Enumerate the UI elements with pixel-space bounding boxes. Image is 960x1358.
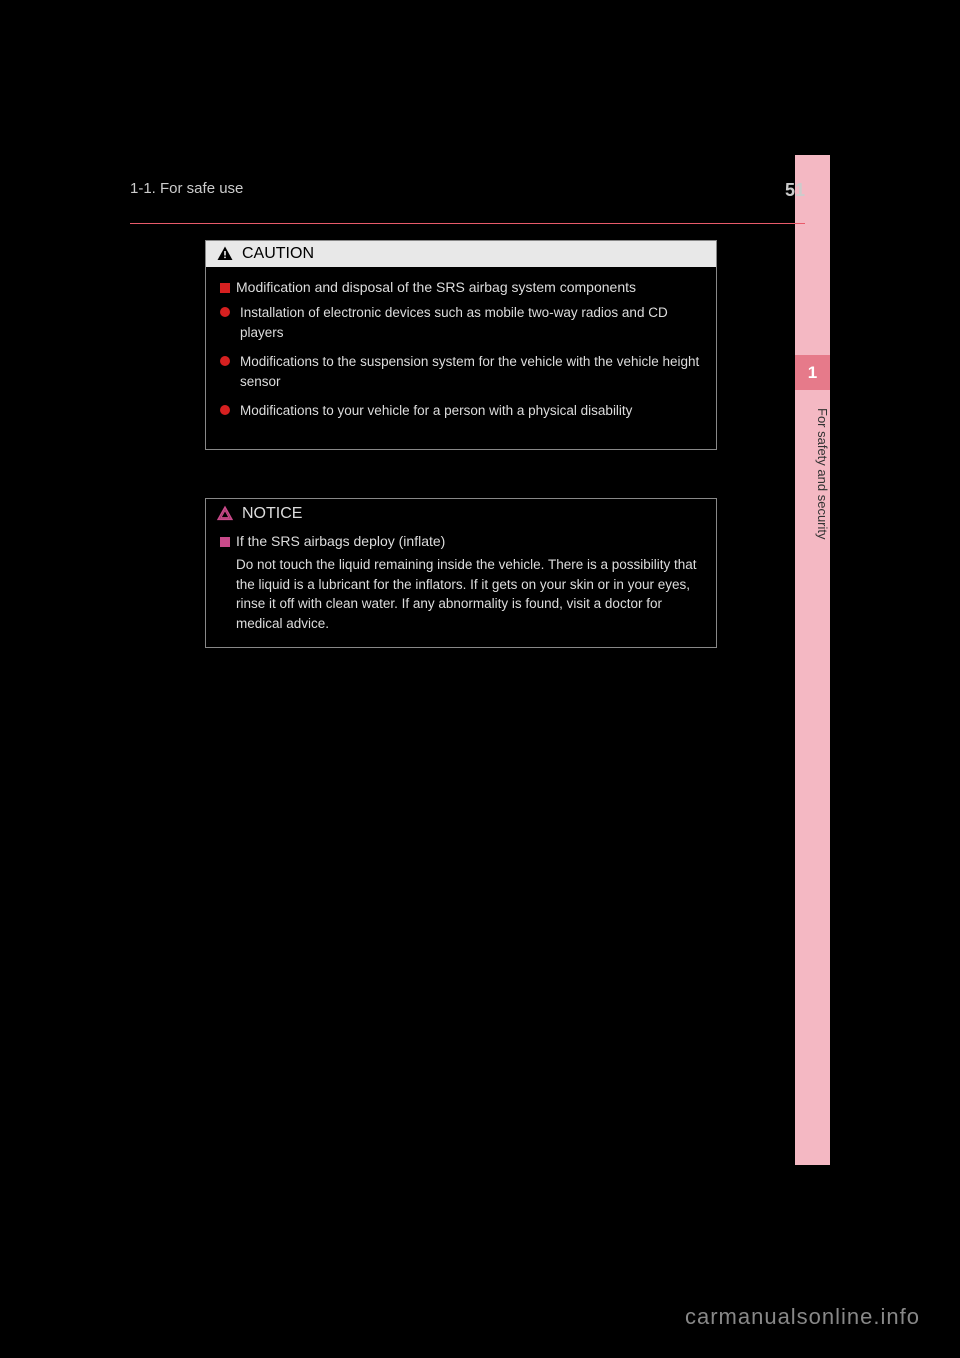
- caution-section-title-text: Modification and disposal of the SRS air…: [236, 279, 636, 295]
- side-tab-chapter-number: 1: [795, 355, 830, 390]
- notice-section-title: If the SRS airbags deploy (inflate): [220, 533, 702, 549]
- caution-header: CAUTION: [205, 240, 717, 267]
- page-header: 1-1. For safe use 51: [130, 180, 805, 201]
- caution-label: CAUTION: [242, 245, 314, 263]
- notice-section-title-text: If the SRS airbags deploy (inflate): [236, 533, 445, 549]
- bullet-icon: [220, 307, 230, 317]
- bullet-text: Modifications to your vehicle for a pers…: [240, 401, 632, 421]
- page-number: 51: [785, 180, 805, 201]
- caution-bullet-item: Modifications to your vehicle for a pers…: [220, 401, 702, 421]
- notice-text: Do not touch the liquid remaining inside…: [220, 555, 702, 633]
- bullet-text: Installation of electronic devices such …: [240, 303, 702, 342]
- notice-header: NOTICE: [206, 499, 716, 525]
- notice-marker-icon: [220, 537, 230, 547]
- notice-box: NOTICE If the SRS airbags deploy (inflat…: [205, 498, 717, 648]
- breadcrumb: 1-1. For safe use: [130, 180, 243, 201]
- side-tab-chapter-title: For safety and security: [795, 400, 830, 540]
- caution-bullet-item: Modifications to the suspension system f…: [220, 352, 702, 391]
- notice-icon: [216, 505, 234, 523]
- section-marker-icon: [220, 283, 230, 293]
- header-divider: [130, 223, 805, 224]
- caution-body: Modification and disposal of the SRS air…: [205, 267, 717, 450]
- notice-label: NOTICE: [242, 505, 302, 523]
- warning-icon: [216, 245, 234, 263]
- caution-bullet-item: Installation of electronic devices such …: [220, 303, 702, 342]
- bullet-text: Modifications to the suspension system f…: [240, 352, 702, 391]
- caution-box: CAUTION Modification and disposal of the…: [205, 240, 717, 450]
- bullet-icon: [220, 356, 230, 366]
- notice-body: If the SRS airbags deploy (inflate) Do n…: [206, 525, 716, 647]
- caution-section-title: Modification and disposal of the SRS air…: [220, 279, 702, 295]
- side-tab-background: [795, 155, 830, 1165]
- bullet-icon: [220, 405, 230, 415]
- watermark: carmanualsonline.info: [685, 1304, 920, 1330]
